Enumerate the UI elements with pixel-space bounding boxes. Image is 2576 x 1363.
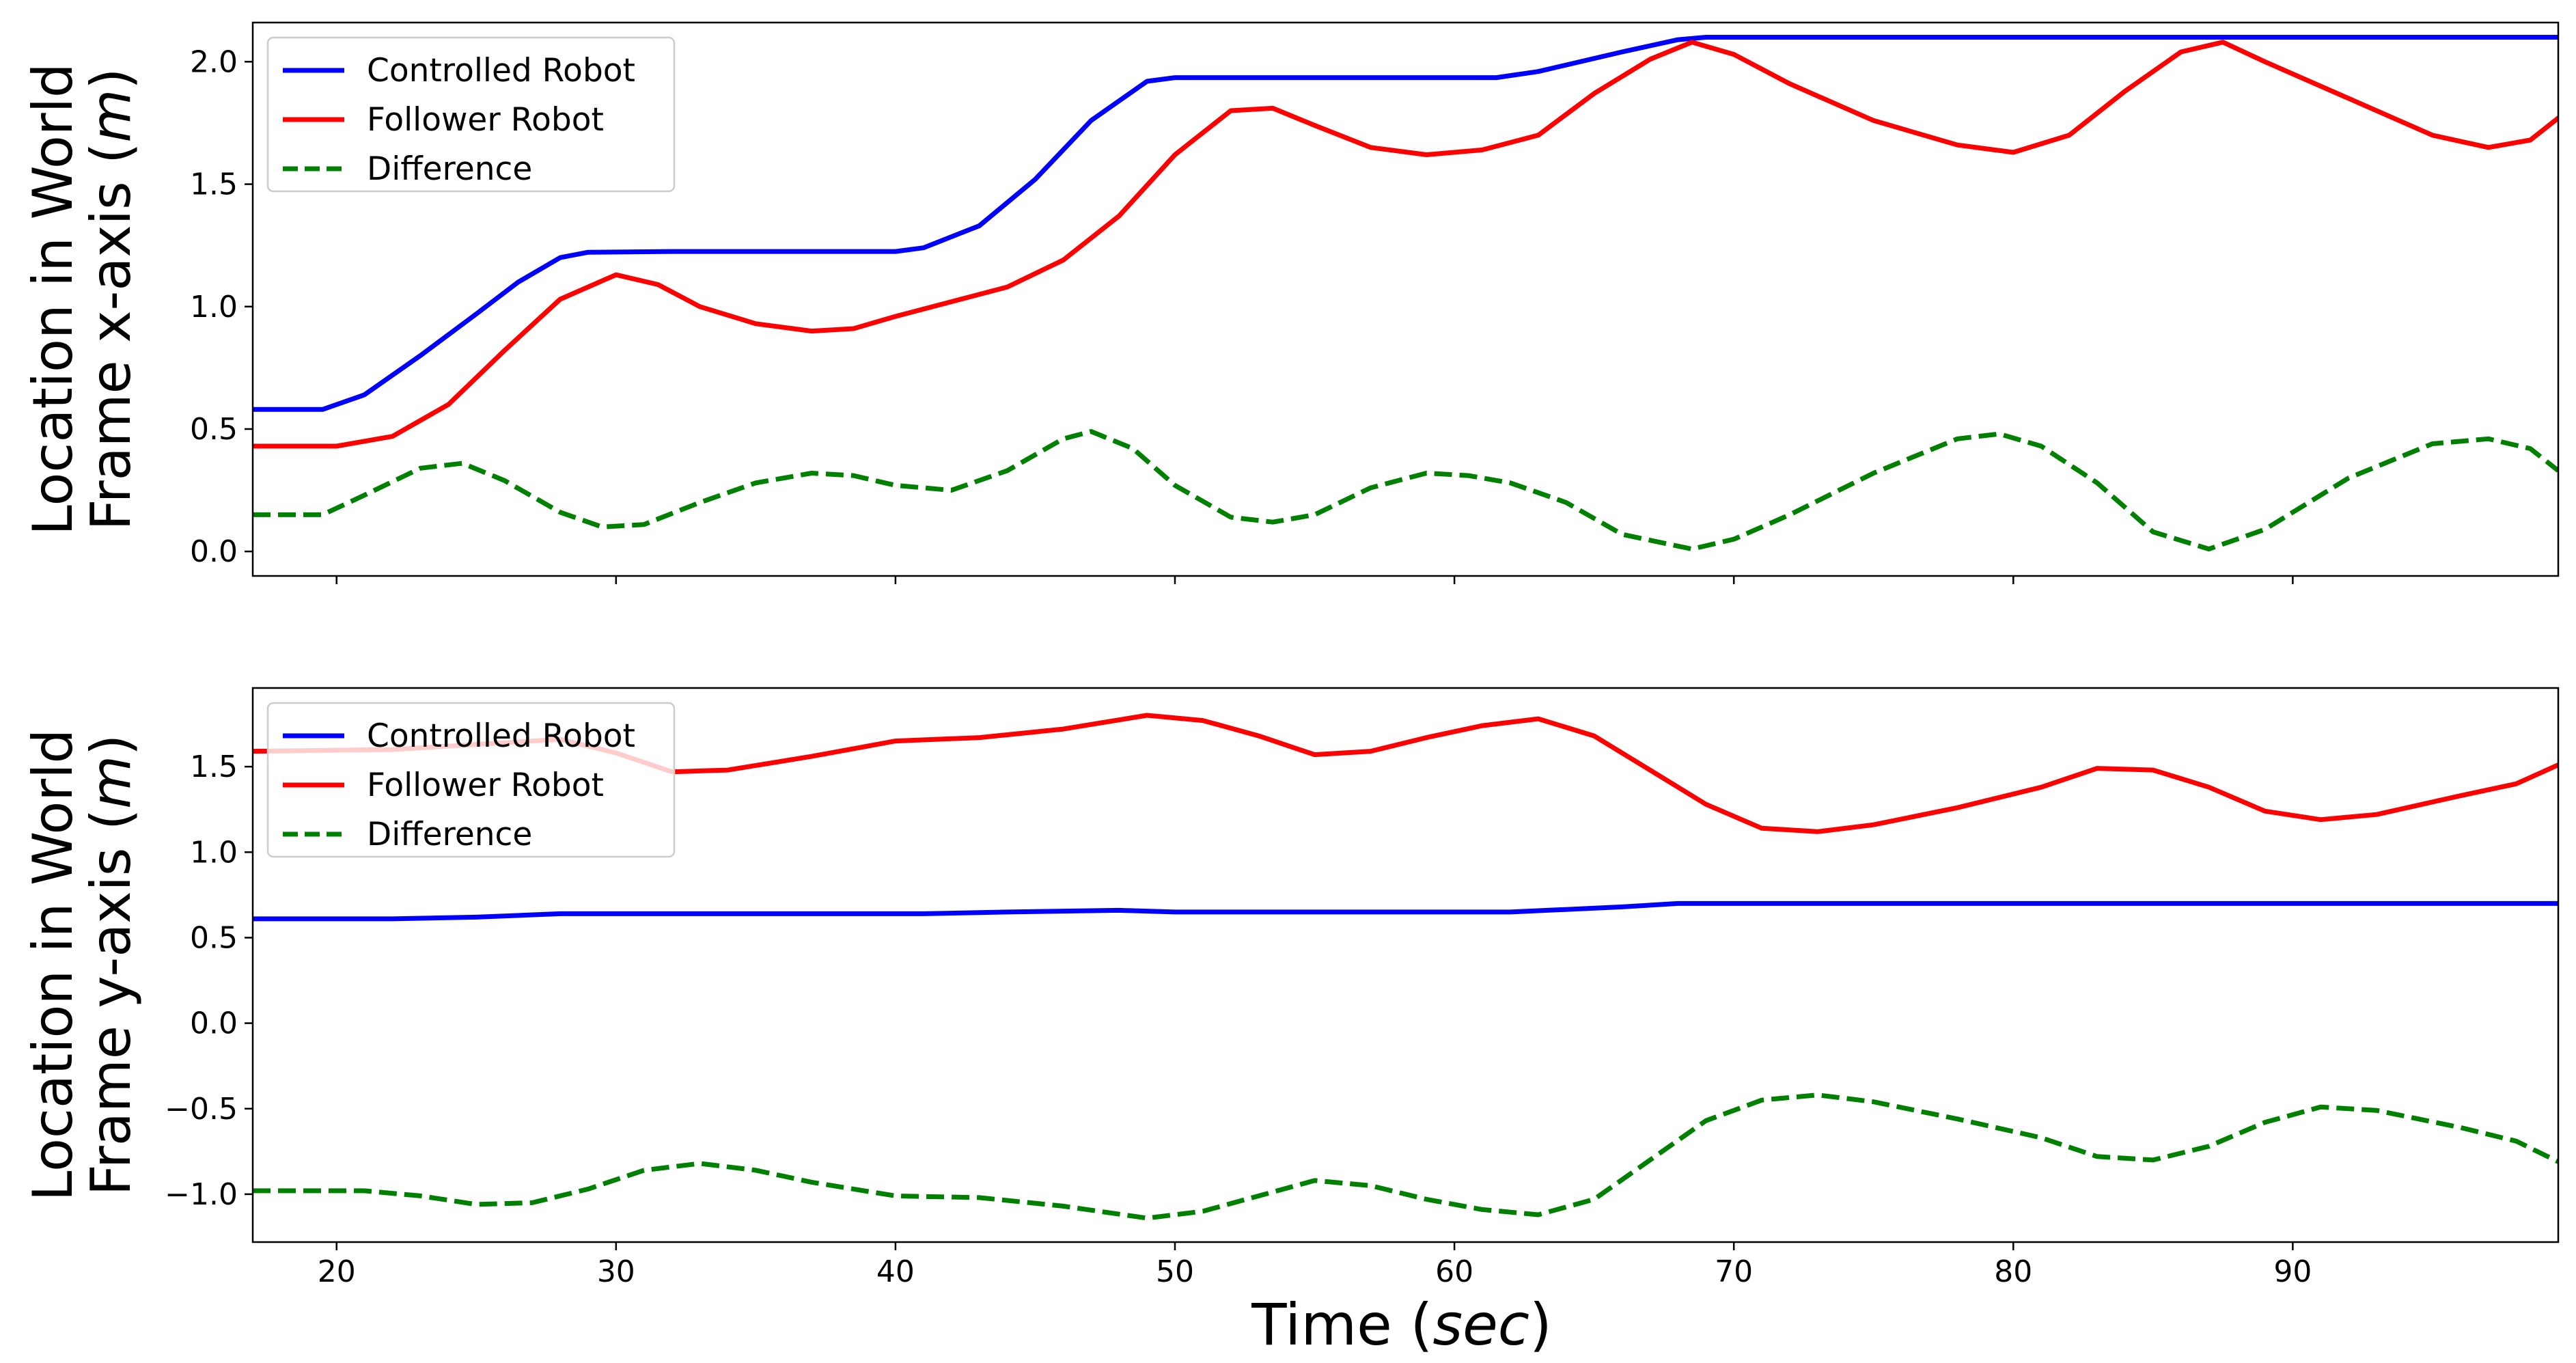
- x-tick-label: 80: [1994, 1254, 2032, 1289]
- x-tick-label: 40: [876, 1254, 915, 1289]
- series-line-difference: [253, 1092, 2558, 1221]
- y-tick-label: 0.0: [190, 1006, 238, 1041]
- series-line-follower-robot: [253, 713, 2558, 834]
- plot-area: [253, 35, 2558, 552]
- axes-frame: [251, 21, 2560, 577]
- legend-box: [266, 36, 676, 193]
- y-axis-title-paren: ): [79, 68, 143, 90]
- y-tick-label: 0.5: [190, 412, 238, 447]
- y-axis-title-line2: Frame x-axis (m): [79, 68, 143, 531]
- legend-label: Follower Robot: [367, 767, 604, 804]
- legend: Controlled Robot Follower Robot Difference: [266, 36, 676, 193]
- x-tick-label: 30: [597, 1254, 635, 1289]
- y-axis-title-paren: ): [79, 734, 143, 756]
- y-tick-label: 1.0: [190, 835, 238, 870]
- x-axis-title: Time (sec): [1251, 1291, 1551, 1358]
- legend-label: Follower Robot: [367, 101, 604, 139]
- y-tick-label: 1.5: [190, 167, 238, 202]
- y-axis-title-line2: Frame y-axis (m): [79, 734, 143, 1196]
- series-line-follower-robot: [253, 40, 2558, 449]
- y-tick-label: 1.5: [190, 749, 238, 784]
- y-axis-title-unit: m: [79, 756, 143, 809]
- y-tick-label: 2.0: [190, 44, 238, 79]
- y-tick-label: 1.0: [190, 290, 238, 325]
- x-tick-label: 90: [2273, 1254, 2312, 1289]
- y-tick-label: −1.0: [165, 1177, 238, 1212]
- legend-box: [266, 702, 676, 858]
- legend: Controlled Robot Follower Robot Difference: [266, 702, 676, 858]
- axes-frame: [251, 687, 2560, 1243]
- x-tick-label: 20: [318, 1254, 356, 1289]
- y-tick-label: 0.0: [190, 534, 238, 569]
- legend-label: Controlled Robot: [367, 717, 635, 755]
- y-axis-title-text: Frame x-axis (: [79, 143, 143, 531]
- x-tick-label: 70: [1715, 1254, 1753, 1289]
- x-tick-label: 50: [1156, 1254, 1194, 1289]
- y-axis-title-text: Frame y-axis (: [79, 809, 143, 1196]
- series-line-controlled-robot: [253, 900, 2558, 922]
- series-line-controlled-robot: [253, 35, 2558, 412]
- y-tick-label: −0.5: [165, 1092, 238, 1127]
- y-tick-label: 0.5: [190, 920, 238, 955]
- plot-area: [253, 713, 2558, 1221]
- x-tick-label: 60: [1435, 1254, 1473, 1289]
- y-axis-title-line1: Location in World: [21, 729, 85, 1201]
- x-axis-title-paren-close: ): [1529, 1291, 1552, 1358]
- y-axis-location-chart: 20 30 40 50 60 70 80 90 −1.0 −0.5 0.0 0.5 1.0 1.5 Loca…: [21, 687, 2560, 1289]
- legend-label: Difference: [367, 150, 532, 188]
- x-axis-title-text: Time: [1251, 1291, 1392, 1358]
- y-axis-title-line1: Location in World: [21, 63, 85, 535]
- x-axis-title-unit: sec: [1432, 1291, 1529, 1358]
- legend-label: Controlled Robot: [367, 52, 635, 90]
- series-line-difference: [253, 429, 2558, 552]
- y-axis-title-unit: m: [79, 90, 143, 143]
- x-axis-title-paren-open: (: [1392, 1291, 1432, 1358]
- legend-label: Difference: [367, 816, 532, 853]
